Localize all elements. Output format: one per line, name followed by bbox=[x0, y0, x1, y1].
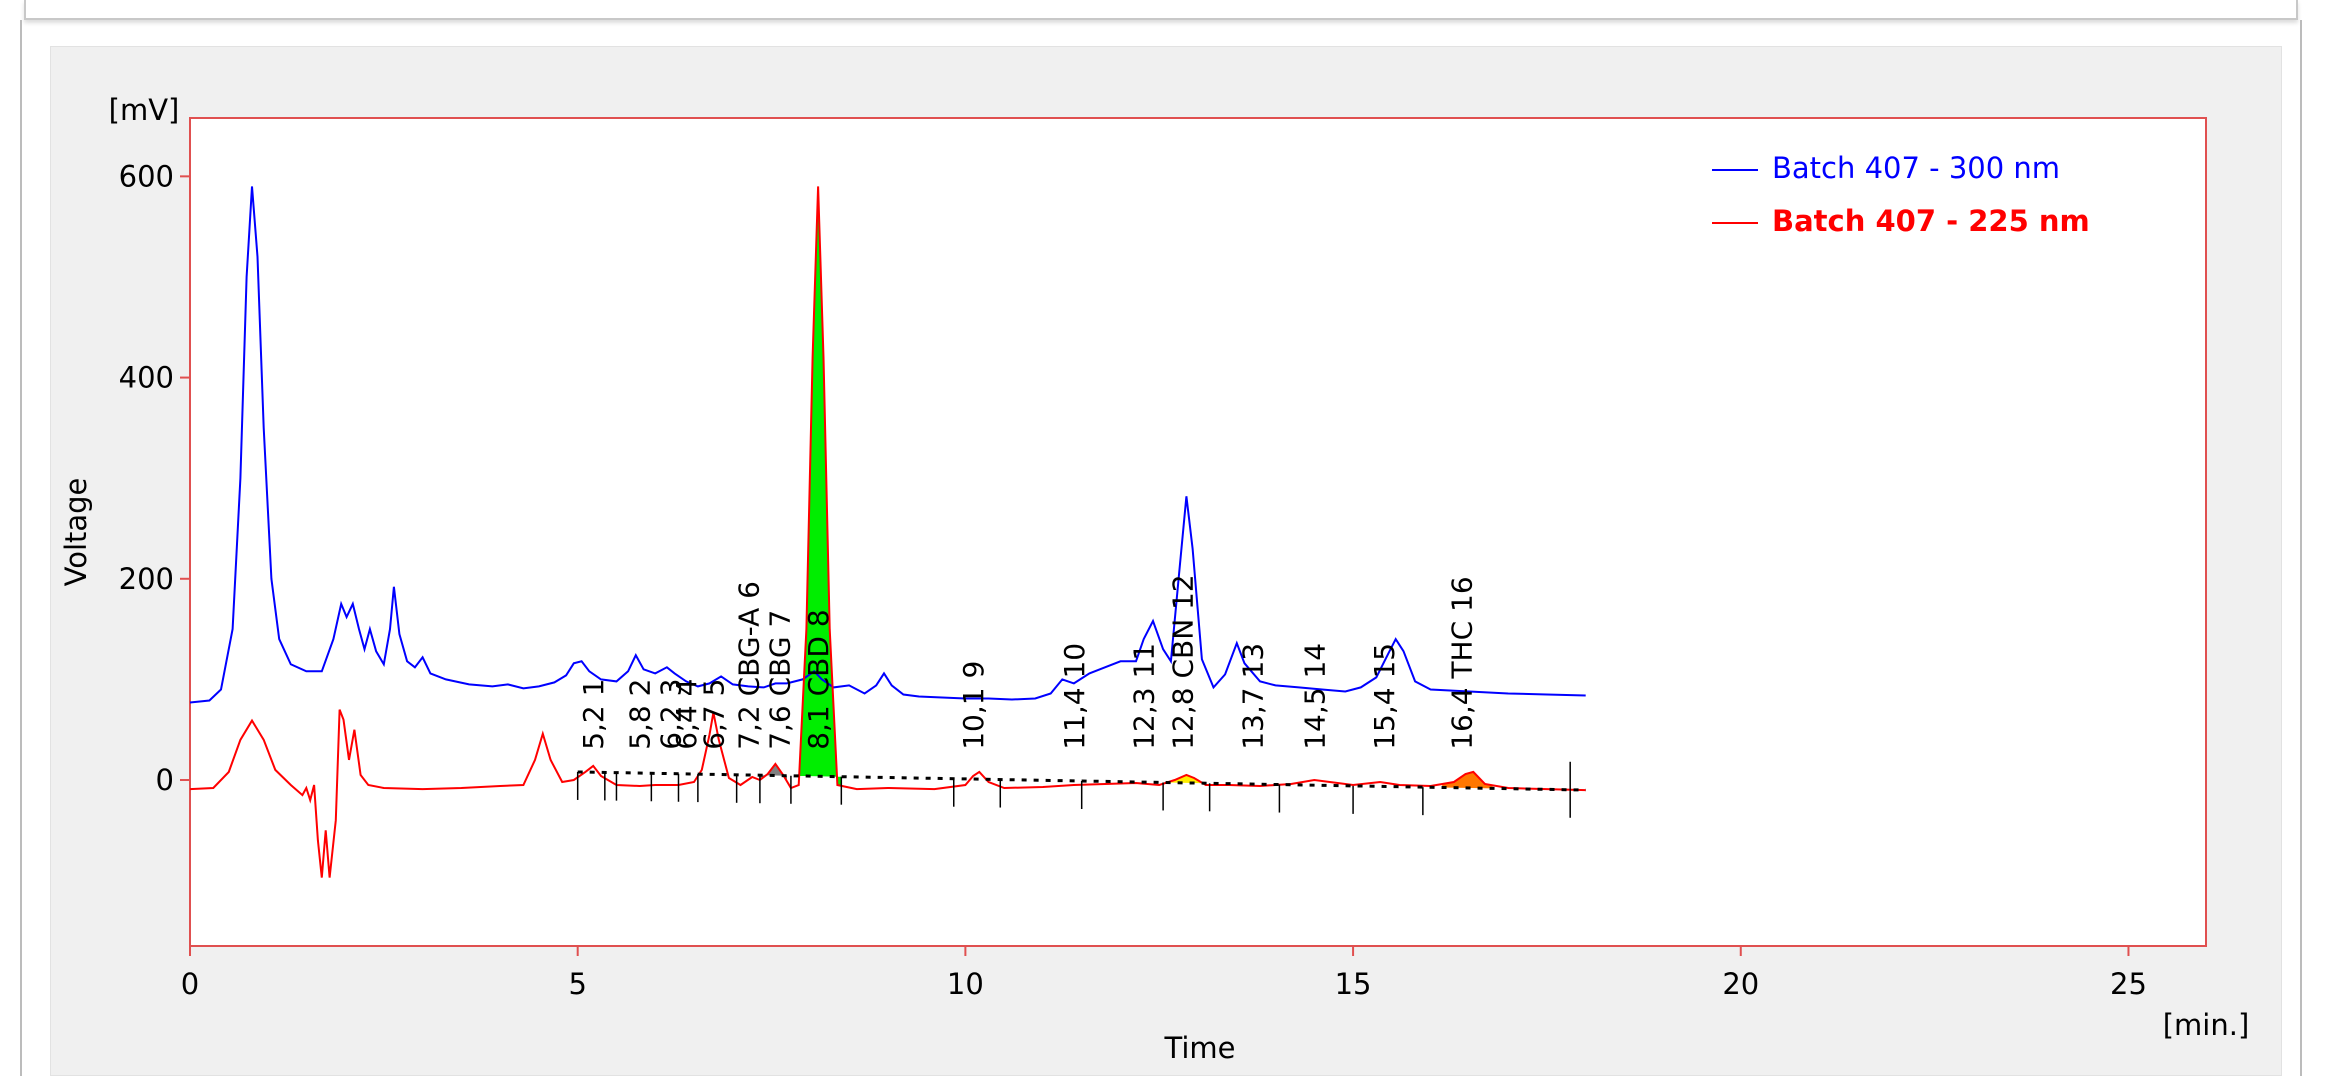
x-tick-label: 10 bbox=[947, 967, 984, 1001]
legend[interactable]: Batch 407 - 300 nm Batch 407 - 225 nm bbox=[1712, 151, 2090, 238]
peak-label-16: 16,4 THC 16 bbox=[1446, 576, 1479, 749]
peak-label-15: 15,4 15 bbox=[1368, 643, 1401, 750]
y-tick-label: 200 bbox=[119, 562, 174, 596]
y-tick-label: 0 bbox=[156, 763, 174, 797]
peak-label-1: 5,2 1 bbox=[577, 679, 610, 750]
shaded-peak-4 bbox=[1442, 771, 1493, 789]
peak-label-6: 7,2 CBG-A 6 bbox=[732, 581, 765, 750]
peak-shading bbox=[759, 186, 1493, 789]
right-border bbox=[2300, 20, 2302, 1076]
top-window-frame bbox=[24, 0, 2298, 20]
peak-label-12: 12,8 CBN 12 bbox=[1167, 574, 1200, 749]
peak-label-11: 12,3 11 bbox=[1128, 643, 1161, 750]
y-axis-unit: [mV] bbox=[109, 93, 180, 127]
left-border bbox=[20, 20, 22, 1076]
y-tick-label: 400 bbox=[119, 361, 174, 395]
series-line-1 bbox=[189, 186, 1586, 704]
shaded-peak-3 bbox=[1167, 775, 1206, 785]
x-tick-label: 20 bbox=[1722, 967, 1759, 1001]
peak-label-2: 5,8 2 bbox=[624, 679, 657, 750]
shaded-peak-2 bbox=[798, 186, 842, 786]
x-tick-label: 0 bbox=[181, 967, 199, 1001]
peak-label-13: 13,7 13 bbox=[1236, 643, 1269, 750]
axes: 0 5 10 15 20 25 0 200 400 600 bbox=[119, 159, 2147, 1001]
x-axis-unit: [min.] bbox=[2163, 1008, 2250, 1042]
y-tick-label: 600 bbox=[119, 159, 174, 193]
x-tick-label: 5 bbox=[568, 967, 586, 1001]
peak-label-3: 6,2 3 bbox=[655, 679, 688, 750]
peak-label-9: 10,1 9 bbox=[957, 661, 990, 750]
peak-label-8: 8,1 CBD 8 bbox=[802, 609, 835, 749]
peak-label-7: 7,6 CBG 7 bbox=[763, 610, 796, 750]
x-tick-label: 25 bbox=[2110, 967, 2147, 1001]
x-tick-label: 15 bbox=[1335, 967, 1372, 1001]
baseline-layer bbox=[576, 761, 1586, 818]
series-layer bbox=[189, 186, 1586, 878]
plot-area bbox=[189, 117, 2207, 947]
series-line-2 bbox=[189, 186, 1586, 878]
shaded-peak-1 bbox=[759, 763, 787, 782]
legend-label-1[interactable]: Batch 407 - 300 nm bbox=[1772, 151, 2060, 185]
peak-label-4: 6,4 4 bbox=[670, 679, 703, 750]
y-axis-title: Voltage bbox=[59, 478, 93, 587]
peak-label-5: 6,7 5 bbox=[697, 679, 730, 750]
peak-labels: 5,2 1 5,8 26,2 36,4 46,7 5 7,2 CBG-A 67,6 … bbox=[577, 574, 1478, 749]
x-axis-title: Time bbox=[1164, 1031, 1236, 1065]
peak-label-10: 11,4 10 bbox=[1058, 643, 1091, 750]
legend-label-2[interactable]: Batch 407 - 225 nm bbox=[1772, 204, 2090, 238]
peak-label-14: 14,5 14 bbox=[1298, 643, 1331, 750]
